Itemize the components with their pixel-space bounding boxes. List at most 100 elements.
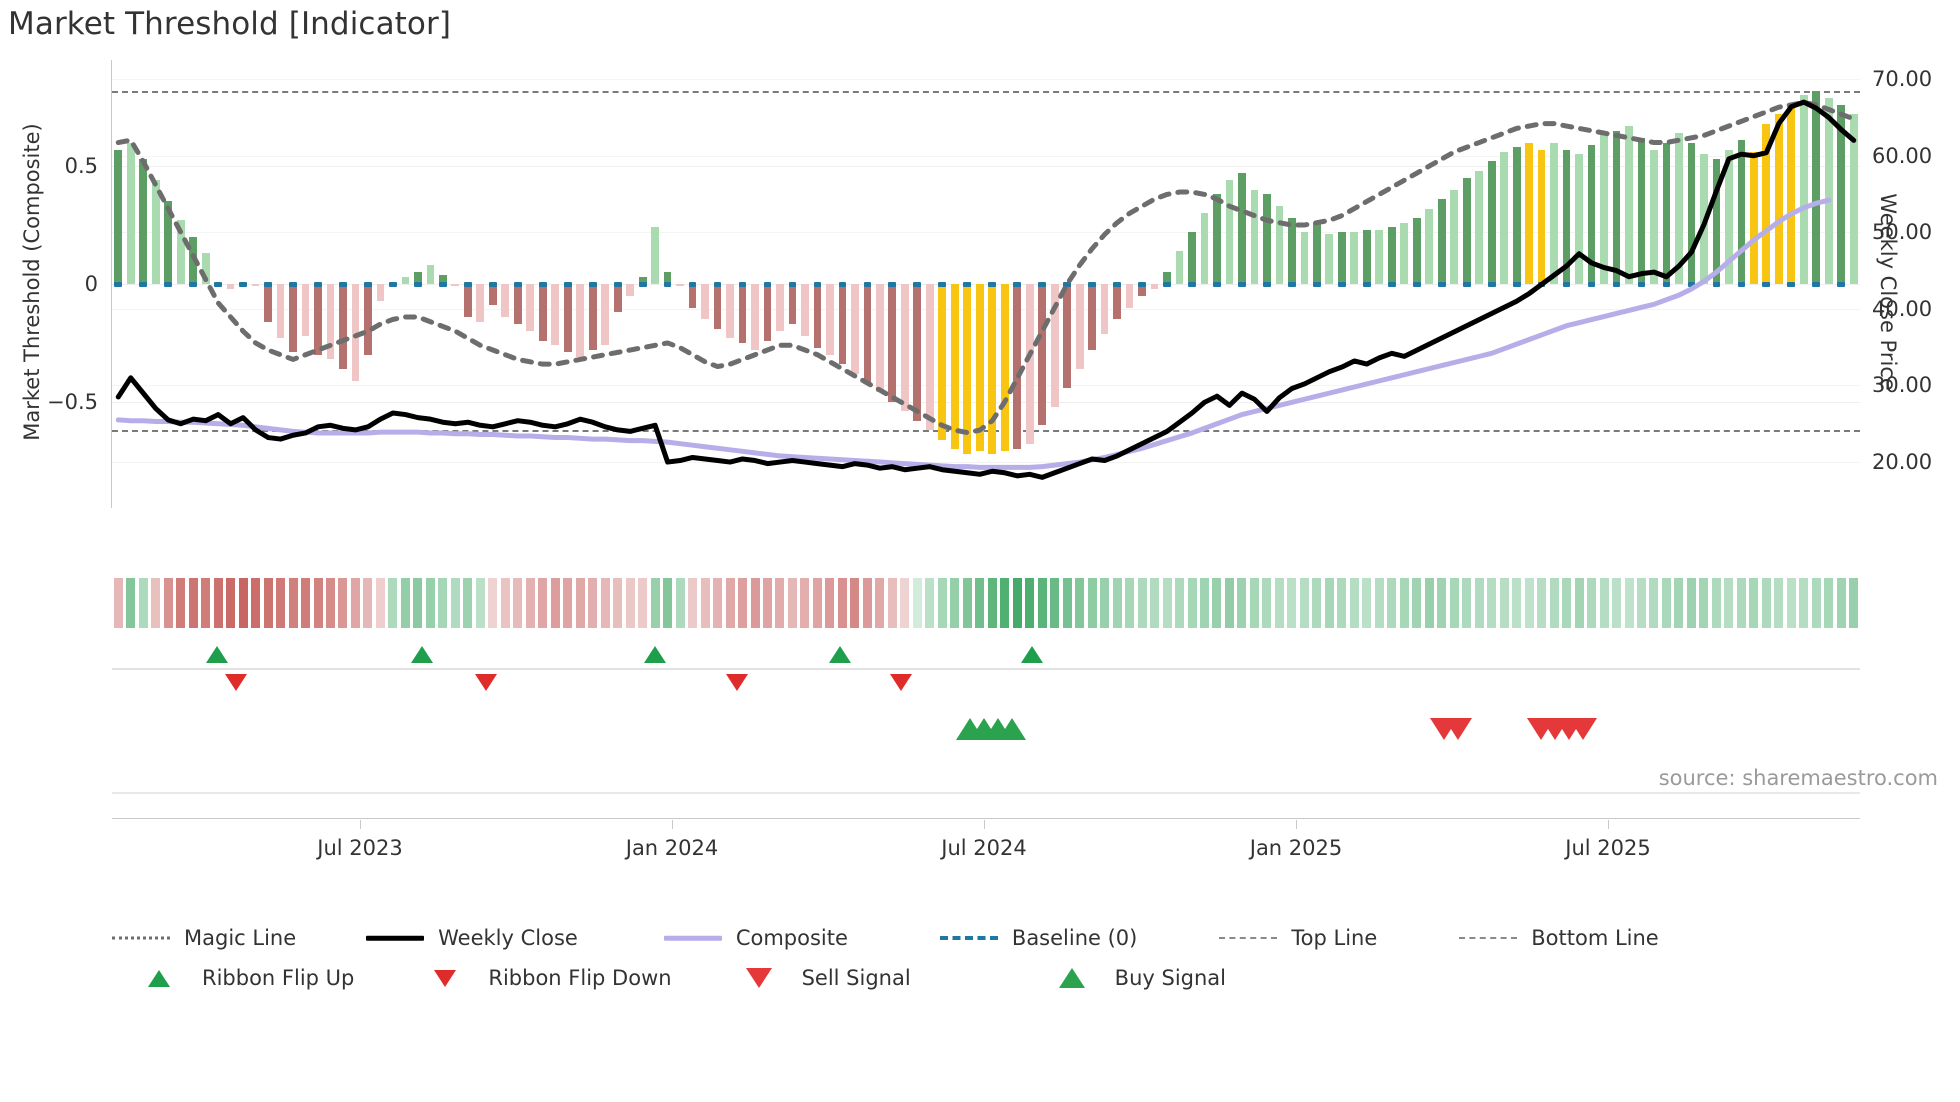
ribbon-band xyxy=(1699,578,1709,628)
histogram-bar-negative xyxy=(501,284,510,317)
legend-item-bottom-line[interactable]: Bottom Line xyxy=(1459,926,1659,950)
baseline-marker xyxy=(1487,282,1496,287)
histogram-bar-highlight xyxy=(1787,104,1796,284)
baseline-marker xyxy=(1837,282,1846,287)
histogram-bar-negative xyxy=(538,284,547,341)
ribbon-band xyxy=(425,578,435,628)
triangle-up-icon xyxy=(1058,968,1085,988)
baseline-marker xyxy=(239,282,247,287)
histogram-bar-negative xyxy=(900,284,909,412)
ribbon-band xyxy=(1262,578,1272,628)
histogram-bar-positive xyxy=(1362,229,1371,284)
legend-marker-icon xyxy=(730,968,788,988)
histogram-bar-highlight xyxy=(950,284,959,450)
ribbon-band xyxy=(388,578,398,628)
ribbon-band xyxy=(288,578,298,628)
histogram-bar-negative xyxy=(314,284,322,355)
histogram-bar-positive xyxy=(414,272,422,284)
legend-item-sell-signal[interactable]: Sell Signal xyxy=(730,966,911,990)
legend-marker-icon xyxy=(416,969,474,987)
ribbon-band xyxy=(1175,578,1185,628)
ribbon-band xyxy=(1337,578,1347,628)
legend-item-baseline-0[interactable]: Baseline (0) xyxy=(939,926,1137,950)
ribbon-flip-up-marker xyxy=(206,646,228,663)
ribbon-band xyxy=(1537,578,1547,628)
legend-swatch-icon xyxy=(366,928,425,948)
baseline-marker xyxy=(1163,282,1171,287)
histogram-bar-negative xyxy=(1013,284,1022,450)
ribbon-flip-up-marker xyxy=(1021,646,1043,663)
y-tick-right: 60.00 xyxy=(1872,143,1933,168)
baseline-marker xyxy=(663,282,672,287)
histogram-bar-positive xyxy=(1337,232,1346,284)
legend-item-magic-line[interactable]: Magic Line xyxy=(112,926,296,950)
baseline-marker xyxy=(1562,282,1571,287)
ribbon-band xyxy=(950,578,960,628)
baseline-marker xyxy=(1812,282,1821,287)
histogram-bar-negative xyxy=(1050,284,1059,407)
ribbon-band xyxy=(1399,578,1409,628)
ribbon-band xyxy=(1012,578,1022,628)
ribbon-band xyxy=(463,578,473,628)
flip-axis-line xyxy=(112,668,1860,670)
ribbon-band xyxy=(1050,578,1060,628)
histogram-bar-positive xyxy=(1213,194,1221,284)
histogram-bar-positive xyxy=(126,142,135,284)
ribbon-band xyxy=(1087,578,1097,628)
histogram-bar-highlight xyxy=(963,284,972,454)
x-tick-label: Jan 2024 xyxy=(625,836,719,860)
histogram-bar-negative xyxy=(1100,284,1109,334)
histogram-bar-positive xyxy=(1175,250,1184,284)
histogram-bar-positive xyxy=(1737,140,1746,284)
legend-item-top-line[interactable]: Top Line xyxy=(1219,926,1377,950)
histogram-bar-positive xyxy=(139,159,148,284)
histogram-bar-positive xyxy=(1687,142,1696,284)
baseline-marker xyxy=(513,282,522,287)
histogram-bar-negative xyxy=(264,284,272,322)
ribbon-band xyxy=(113,578,123,628)
baseline-marker xyxy=(963,282,972,287)
legend-label: Composite xyxy=(735,926,848,950)
histogram-bar-positive xyxy=(164,201,173,284)
main-plot-area xyxy=(112,60,1860,508)
legend-item-ribbon-flip-down[interactable]: Ribbon Flip Down xyxy=(416,966,672,990)
gridline xyxy=(112,284,1860,285)
ribbon-band xyxy=(1811,578,1821,628)
legend-swatch-icon xyxy=(1219,928,1278,948)
histogram-bar-positive xyxy=(1387,227,1396,284)
ribbon-band xyxy=(1674,578,1684,628)
ribbon-band xyxy=(1112,578,1122,628)
baseline-marker xyxy=(364,282,372,287)
histogram-bar-positive xyxy=(1425,208,1434,284)
gridline xyxy=(112,401,1860,403)
ribbon-flip-marker-area xyxy=(112,640,1860,704)
legend-marker-icon xyxy=(1043,968,1101,988)
source-attribution: source: sharemaestro.com xyxy=(1658,766,1938,790)
legend-item-composite[interactable]: Composite xyxy=(663,926,848,950)
ribbon-band xyxy=(1499,578,1509,628)
histogram-bar-negative xyxy=(376,284,385,301)
histogram-bar-positive xyxy=(1562,149,1571,284)
ribbon-band xyxy=(825,578,835,628)
legend-item-buy-signal[interactable]: Buy Signal xyxy=(1043,966,1226,990)
histogram-bar-positive xyxy=(426,265,435,284)
histogram-bar-positive xyxy=(1799,95,1808,284)
histogram-bar-negative xyxy=(576,284,585,358)
legend-label: Ribbon Flip Up xyxy=(202,966,355,990)
baseline-marker xyxy=(788,282,797,287)
histogram-bar-negative xyxy=(726,284,734,339)
legend-item-ribbon-flip-up[interactable]: Ribbon Flip Up xyxy=(130,966,354,990)
ribbon-band xyxy=(1587,578,1597,628)
baseline-marker xyxy=(1412,282,1421,287)
baseline-marker xyxy=(488,282,497,287)
histogram-bar-positive xyxy=(1575,154,1583,284)
histogram-bar-positive xyxy=(1375,229,1384,284)
ribbon-band xyxy=(1299,578,1309,628)
x-tick-mark xyxy=(1608,820,1610,829)
histogram-bar-positive xyxy=(1275,206,1284,284)
legend-item-weekly-close[interactable]: Weekly Close xyxy=(366,926,578,950)
ribbon-band xyxy=(1774,578,1784,628)
histogram-bar-negative xyxy=(1063,284,1072,388)
baseline-marker xyxy=(838,282,847,287)
histogram-bar-positive xyxy=(1512,147,1521,284)
